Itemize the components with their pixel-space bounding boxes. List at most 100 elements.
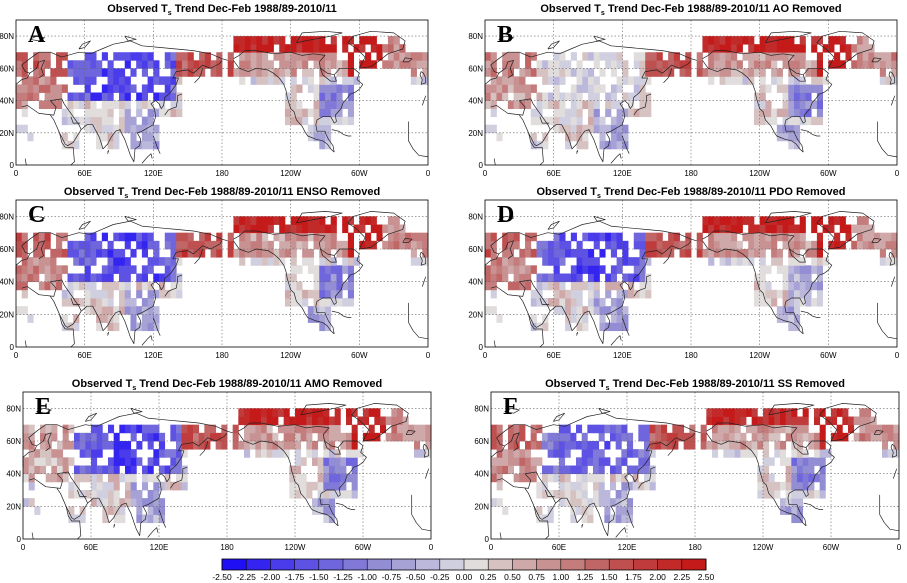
data-cell <box>502 76 509 85</box>
data-cell <box>130 124 137 134</box>
data-cell <box>513 265 520 274</box>
data-cell <box>748 232 755 242</box>
data-cell <box>56 232 63 242</box>
data-cell <box>547 273 555 283</box>
data-cell <box>38 52 46 61</box>
data-cell <box>108 481 115 491</box>
coastline <box>498 59 514 79</box>
data-cell <box>142 473 149 483</box>
data-cell <box>616 60 623 69</box>
data-cell <box>859 432 866 442</box>
data-cell <box>771 60 778 69</box>
data-cell <box>164 289 171 299</box>
data-cell <box>159 281 166 291</box>
data-cell <box>513 457 520 466</box>
data-cell <box>536 281 543 291</box>
data-cell <box>61 108 68 118</box>
data-cell <box>581 449 588 458</box>
data-cell <box>805 298 812 307</box>
panel-title: Observed Ts Trend Dec-Feb 1988/89-2010/1… <box>545 378 845 392</box>
data-cell <box>576 289 583 299</box>
data-cell <box>313 224 320 234</box>
data-cell <box>799 289 806 299</box>
data-cell <box>79 514 86 524</box>
data-cell <box>330 289 337 299</box>
panel-frame <box>22 391 432 540</box>
data-cell <box>262 240 269 250</box>
data-cell <box>559 473 566 483</box>
colorbar-label: -2.00 <box>261 572 281 582</box>
data-cell <box>130 490 137 499</box>
data-cell <box>628 92 635 101</box>
data-cell <box>553 449 560 458</box>
coastline <box>553 412 566 422</box>
data-cell <box>645 240 652 250</box>
data-cell <box>576 265 583 274</box>
data-cell <box>405 240 412 250</box>
data-cell <box>313 44 320 53</box>
data-cell <box>788 92 795 101</box>
data-cell <box>147 322 154 332</box>
data-cell <box>599 124 606 134</box>
data-cell <box>605 273 612 283</box>
data-cell <box>130 314 137 323</box>
coastline <box>610 335 622 346</box>
data-cell <box>262 36 269 45</box>
data-cell <box>644 449 651 458</box>
data-cell <box>147 441 154 450</box>
data-cell <box>159 498 166 507</box>
colorbar-swatch <box>222 559 247 570</box>
data-cell <box>782 44 789 53</box>
data-cell <box>284 240 292 250</box>
data-cell <box>553 473 560 483</box>
data-cell <box>244 224 252 234</box>
data-cell <box>199 60 206 69</box>
data-cell <box>797 424 804 434</box>
data-cell <box>317 465 324 475</box>
data-cell <box>553 92 560 101</box>
data-cell <box>295 457 302 466</box>
data-cell <box>496 498 503 507</box>
data-cell <box>882 424 889 434</box>
data-cell <box>559 116 566 126</box>
data-cell <box>662 249 669 258</box>
data-cell <box>284 92 292 101</box>
data-cell <box>295 465 302 475</box>
data-cell <box>330 44 337 53</box>
data-cell <box>553 281 560 291</box>
coastline <box>87 432 228 537</box>
coastline <box>77 489 87 497</box>
data-cell <box>176 465 183 475</box>
data-cell <box>553 465 560 475</box>
coastline <box>194 68 203 84</box>
data-cell <box>153 76 160 85</box>
y-tick-label: 60N <box>0 64 14 73</box>
data-cell <box>323 465 330 475</box>
data-cell <box>765 100 772 110</box>
data-cell <box>622 314 629 323</box>
data-cell <box>279 76 286 85</box>
data-cell <box>91 449 98 458</box>
colorbar-swatch <box>367 559 392 570</box>
data-cell <box>622 306 629 315</box>
data-cell <box>159 100 166 110</box>
data-cell <box>816 116 824 126</box>
data-cell <box>797 449 804 458</box>
data-cell <box>776 232 783 242</box>
data-cell <box>719 44 726 53</box>
data-cell <box>101 306 108 315</box>
data-cell <box>547 100 555 110</box>
data-cell <box>382 224 389 234</box>
data-cell <box>536 457 543 466</box>
colorbar-label: -0.75 <box>382 572 402 582</box>
data-cell <box>329 457 336 466</box>
data-cell <box>828 44 835 53</box>
data-cell <box>302 108 309 118</box>
data-cell <box>204 60 211 69</box>
data-cell <box>708 52 715 61</box>
data-cell <box>719 240 726 250</box>
data-cell <box>323 514 330 524</box>
x-tick-label: 0 <box>895 351 900 360</box>
data-cell <box>147 306 154 315</box>
data-cell <box>759 44 766 53</box>
